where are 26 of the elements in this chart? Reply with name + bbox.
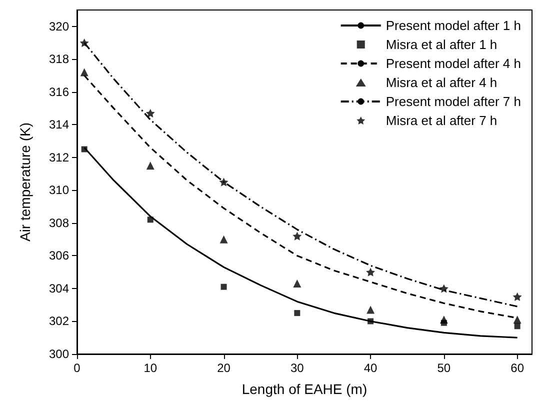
x-axis-title: Length of EAHE (m) — [242, 381, 368, 397]
y-tick-label: 316 — [48, 84, 70, 99]
x-tick-label: 30 — [290, 361, 304, 375]
y-tick-label: 308 — [48, 216, 70, 230]
y-tick-label: 314 — [48, 118, 70, 132]
legend-label: Misra et al after 7 h — [386, 113, 498, 128]
y-tick-label: 318 — [48, 52, 70, 66]
y-tick-label: 312 — [48, 150, 70, 164]
y-tick-label: 310 — [48, 183, 70, 198]
y-tick-label: 302 — [48, 314, 70, 328]
x-tick-label: 50 — [437, 361, 451, 375]
y-tick-label: 300 — [48, 347, 70, 361]
y-tick-label: 320 — [48, 19, 70, 34]
x-tick-label: 20 — [217, 361, 231, 375]
legend-label: Present model after 1 h — [386, 18, 522, 33]
legend-label: Misra et al after 4 h — [386, 75, 498, 90]
legend-label: Present model after 7 h — [386, 94, 522, 109]
legend-label: Misra et al after 1 h — [386, 37, 498, 52]
legend-label: Present model after 4 h — [386, 56, 522, 71]
y-tick-label: 306 — [48, 248, 70, 263]
y-tick-label: 304 — [48, 281, 70, 296]
x-tick-label: 10 — [144, 361, 158, 375]
x-tick-label: 40 — [364, 361, 378, 375]
x-tick-label: 60 — [510, 361, 524, 375]
y-axis-title: Air temperature (K) — [17, 122, 33, 242]
x-tick-label: 0 — [74, 361, 81, 375]
